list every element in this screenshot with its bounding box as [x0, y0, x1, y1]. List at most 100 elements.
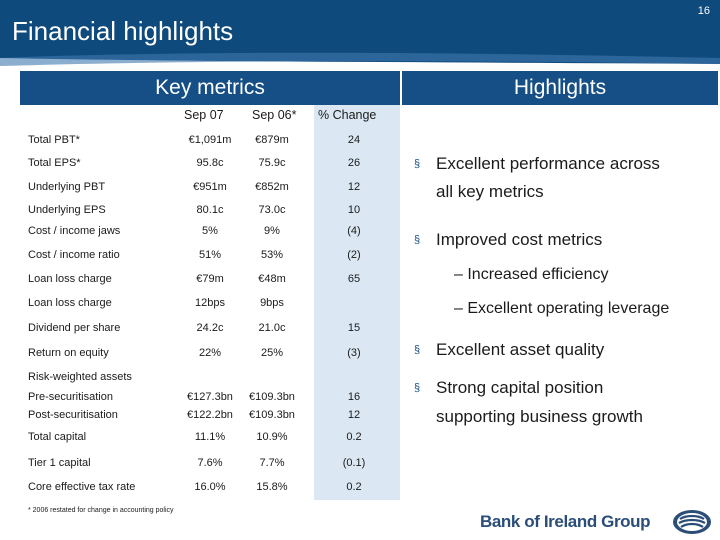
header-banner — [0, 0, 720, 70]
highlight-text: Strong capital position — [436, 378, 604, 397]
table-row: Tier 1 capital 7.6% 7.7% (0.1) — [0, 457, 400, 473]
column-header-sep06: Sep 06* — [252, 108, 297, 122]
table-row: Post-securitisation €122.2bn €109.3bn 12 — [0, 409, 400, 425]
value-sep06: 73.0c — [258, 204, 286, 216]
highlight-text: Excellent performance across — [436, 154, 660, 173]
header-swoosh-graphic — [0, 52, 720, 70]
highlight-text: Excellent asset quality — [436, 340, 605, 359]
row-label: Total capital — [28, 431, 87, 443]
table-row: Total EPS* 95.8c 75.9c 26 — [0, 157, 400, 173]
value-sep07: 11.1% — [194, 431, 226, 443]
value-sep07: 80.1c — [196, 204, 224, 216]
row-label: Pre-securitisation — [28, 391, 113, 403]
table-row: Dividend per share 24.2c 21.0c 15 — [0, 322, 400, 338]
value-sep06: €109.3bn — [249, 391, 295, 403]
value-sep06: €48m — [258, 273, 286, 285]
key-metrics-heading: Key metrics — [20, 71, 400, 105]
row-label: Return on equity — [28, 347, 109, 359]
value-change: 65 — [347, 273, 361, 285]
value-change: 12 — [347, 409, 361, 421]
table-row: Underlying PBT €951m €852m 12 — [0, 181, 400, 197]
row-label: Loan loss charge — [28, 273, 112, 285]
value-change: 24 — [347, 134, 361, 146]
value-change: 0.2 — [346, 431, 362, 443]
logo-text: Bank of Ireland Group — [480, 512, 651, 531]
page-number: 16 — [697, 5, 710, 17]
bullet-icon: § — [414, 158, 421, 170]
value-sep07: €79m — [196, 273, 224, 285]
value-sep06: €109.3bn — [249, 409, 295, 421]
value-sep07: 95.8c — [196, 157, 224, 169]
table-row: Cost / income ratio 51% 53% (2) — [0, 249, 400, 265]
row-label: Cost / income jaws — [28, 225, 121, 237]
row-label: Loan loss charge — [28, 297, 112, 309]
bank-logo-icon — [673, 510, 711, 534]
value-sep06: 25% — [260, 347, 284, 359]
table-row: Pre-securitisation €127.3bn €109.3bn 16 — [0, 391, 400, 407]
value-sep06: €879m — [255, 134, 289, 146]
value-sep06: 7.7% — [259, 457, 285, 469]
value-change: 16 — [347, 391, 361, 403]
value-change: 12 — [347, 181, 361, 193]
value-sep06: 9% — [264, 225, 280, 237]
table-row: Risk-weighted assets — [0, 371, 400, 387]
bank-of-ireland-logo: Bank of Ireland Group — [480, 508, 718, 536]
value-sep06: €852m — [255, 181, 289, 193]
table-row: Loan loss charge €79m €48m 65 — [0, 273, 400, 289]
value-sep07: 24.2c — [196, 322, 224, 334]
value-sep06: 9bps — [260, 297, 284, 309]
value-sep07: 22% — [198, 347, 222, 359]
page-title: Financial highlights — [12, 16, 234, 46]
value-sep06: 75.9c — [258, 157, 286, 169]
footnote: * 2006 restated for change in accounting… — [28, 507, 174, 514]
highlight-text: Improved cost metrics — [436, 230, 603, 249]
row-label: Tier 1 capital — [28, 457, 91, 469]
value-change: 26 — [347, 157, 361, 169]
highlights-heading: Highlights — [402, 71, 718, 105]
row-label: Risk-weighted assets — [28, 371, 132, 383]
table-row: Total PBT* €1,091m €879m 24 — [0, 134, 400, 150]
value-change: 10 — [347, 204, 361, 216]
highlight-subitem: – Increased efficiency — [454, 266, 609, 283]
key-metrics-table: Total PBT* €1,091m €879m 24 Total EPS* 9… — [0, 134, 400, 493]
value-change: 15 — [347, 322, 361, 334]
row-label: Total PBT* — [28, 134, 80, 146]
value-sep07: 5% — [202, 225, 218, 237]
highlight-text: all key metrics — [436, 182, 544, 201]
row-label: Core effective tax rate — [28, 481, 136, 493]
value-sep07: €127.3bn — [187, 391, 233, 403]
table-row: Underlying EPS 80.1c 73.0c 10 — [0, 204, 400, 220]
value-sep07: €1,091m — [188, 134, 232, 146]
row-label: Underlying PBT — [28, 181, 106, 193]
bullet-icon: § — [414, 344, 421, 356]
row-label: Total EPS* — [28, 157, 81, 169]
value-sep07: 51% — [198, 249, 222, 261]
column-header-change: % Change — [318, 108, 377, 122]
table-row: Total capital 11.1% 10.9% 0.2 — [0, 431, 400, 447]
row-label: Dividend per share — [28, 322, 121, 334]
value-change: 0.2 — [346, 481, 362, 493]
value-change: (0.1) — [342, 457, 366, 469]
row-label: Underlying EPS — [28, 204, 106, 216]
value-sep07: €951m — [193, 181, 227, 193]
table-header: Sep 07 Sep 06* % Change — [0, 108, 400, 128]
change-column-shading — [314, 105, 400, 500]
table-row: Cost / income jaws 5% 9% (4) — [0, 225, 400, 241]
table-row: Return on equity 22% 25% (3) — [0, 347, 400, 363]
value-change: (2) — [347, 249, 361, 261]
highlight-subitem: – Excellent operating leverage — [454, 300, 670, 317]
value-sep07: €122.2bn — [187, 409, 233, 421]
value-sep07: 16.0% — [194, 481, 226, 493]
value-sep07: 7.6% — [197, 457, 223, 469]
value-change: (3) — [347, 347, 361, 359]
value-sep06: 15.8% — [256, 481, 288, 493]
value-sep06: 53% — [260, 249, 284, 261]
bullet-icon: § — [414, 382, 421, 394]
value-sep06: 21.0c — [258, 322, 286, 334]
row-label: Cost / income ratio — [28, 249, 120, 261]
row-label: Post-securitisation — [28, 409, 118, 421]
value-sep06: 10.9% — [256, 431, 288, 443]
table-row: Loan loss charge 12bps 9bps — [0, 297, 400, 313]
highlight-text: supporting business growth — [436, 407, 643, 426]
value-change: (4) — [347, 225, 361, 237]
